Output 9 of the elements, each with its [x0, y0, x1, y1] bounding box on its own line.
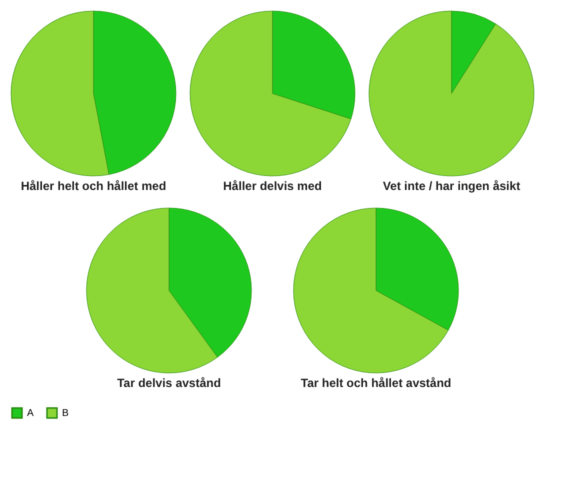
legend-label: B — [62, 408, 69, 419]
text: Håller helt och hållet med — [20, 179, 166, 193]
text: Tar delvis avstånd — [117, 376, 221, 390]
pie-slice — [368, 10, 534, 176]
pie-slice — [190, 10, 352, 176]
text: Håller delvis med — [223, 179, 322, 193]
text: Vet inte / har ingen åsikt — [382, 179, 520, 193]
text: Tar helt och hållet avstånd — [300, 376, 452, 390]
legend-label: A — [27, 408, 34, 419]
